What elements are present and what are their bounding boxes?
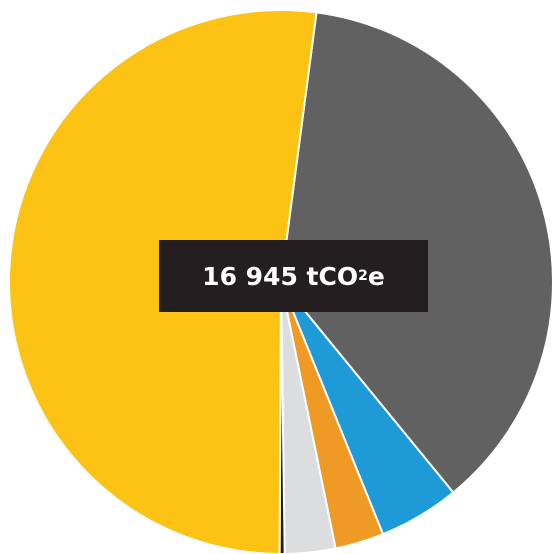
total-emissions-value: 16 945 tCO [202,261,359,291]
total-emissions-label: 16 945 tCO 2 e [159,240,428,312]
pie-slices [8,9,553,554]
total-emissions-suffix: e [367,261,385,291]
